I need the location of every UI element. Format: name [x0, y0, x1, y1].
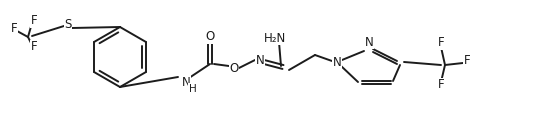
- Text: N: N: [332, 56, 342, 68]
- Text: F: F: [463, 55, 470, 67]
- Text: S: S: [64, 17, 71, 30]
- Text: N: N: [365, 36, 373, 49]
- Text: F: F: [31, 15, 37, 27]
- Text: O: O: [205, 30, 215, 44]
- Text: H: H: [189, 84, 197, 94]
- Text: F: F: [438, 78, 444, 92]
- Text: F: F: [11, 22, 17, 36]
- Text: N: N: [256, 55, 264, 67]
- Text: F: F: [438, 36, 444, 50]
- Text: F: F: [31, 41, 37, 54]
- Text: N: N: [182, 76, 191, 88]
- Text: O: O: [229, 61, 238, 75]
- Text: H₂N: H₂N: [264, 31, 286, 45]
